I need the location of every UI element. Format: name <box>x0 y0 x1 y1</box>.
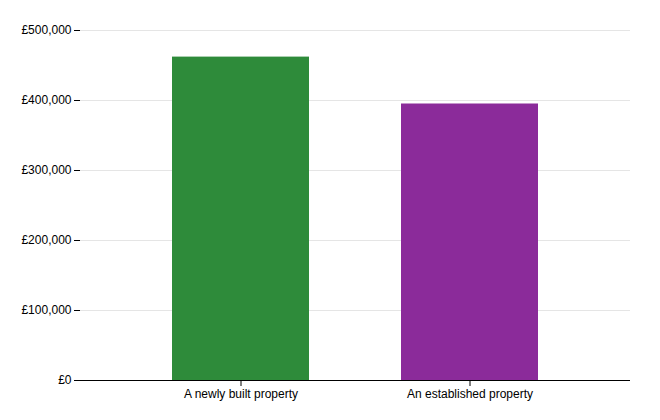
svg-text:An established property: An established property <box>407 387 533 401</box>
svg-text:£200,000: £200,000 <box>21 233 71 247</box>
svg-text:£400,000: £400,000 <box>21 93 71 107</box>
svg-text:£0: £0 <box>58 373 72 387</box>
svg-text:£100,000: £100,000 <box>21 303 71 317</box>
svg-text:A newly built property: A newly built property <box>184 387 298 401</box>
svg-text:£500,000: £500,000 <box>21 23 71 37</box>
svg-text:£300,000: £300,000 <box>21 163 71 177</box>
